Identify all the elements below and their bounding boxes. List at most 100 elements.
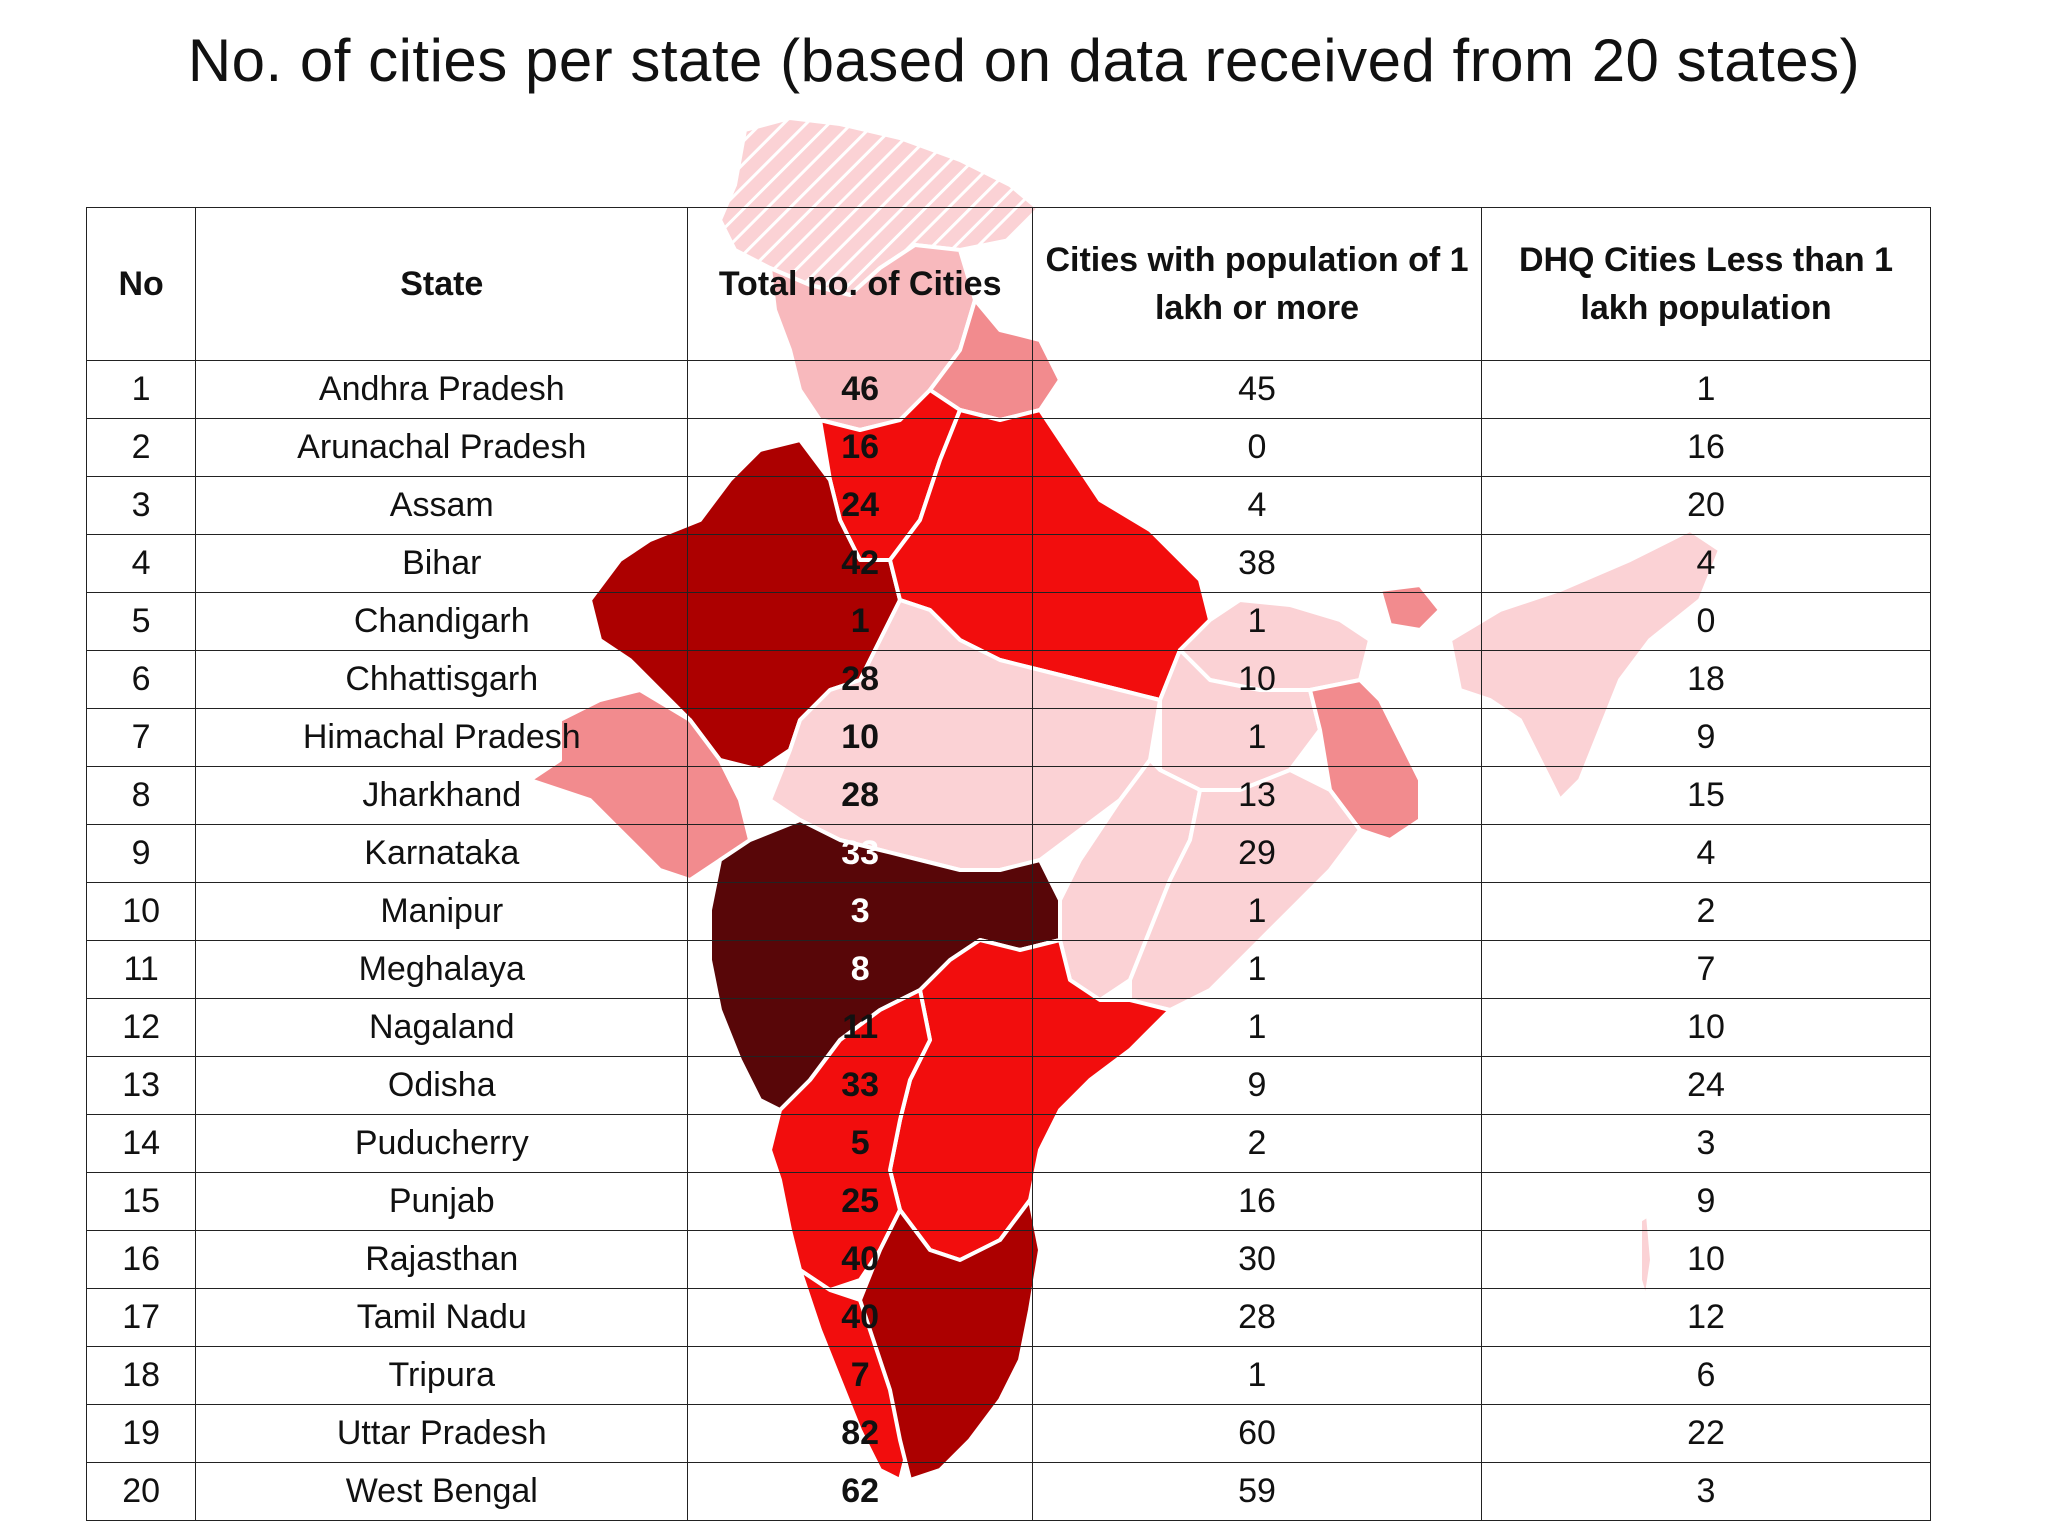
- cell-no: 8: [85, 766, 197, 825]
- table-row: 7 Himachal Pradesh 10 1 9: [85, 708, 1931, 767]
- table-row: 12 Nagaland 11 1 10: [85, 998, 1931, 1057]
- cell-total: 46: [687, 360, 1034, 419]
- cell-total: 40: [687, 1288, 1034, 1347]
- table-row: 16 Rajasthan 40 30 10: [85, 1230, 1931, 1289]
- cell-total: 28: [687, 650, 1034, 709]
- table-row: 19 Uttar Pradesh 82 60 22: [85, 1404, 1931, 1463]
- cell-pop-1lakh: 38: [1032, 534, 1482, 593]
- column-header-state: State: [195, 207, 689, 361]
- column-header-no: No: [85, 207, 197, 361]
- cell-pop-1lakh: 2: [1032, 1114, 1482, 1173]
- cell-pop-1lakh: 45: [1032, 360, 1482, 419]
- cell-dhq-less: 0: [1481, 592, 1931, 651]
- table-row: 20 West Bengal 62 59 3: [85, 1462, 1931, 1521]
- cell-dhq-less: 24: [1481, 1056, 1931, 1115]
- cell-state: Jharkhand: [195, 766, 689, 825]
- cell-pop-1lakh: 13: [1032, 766, 1482, 825]
- cell-pop-1lakh: 9: [1032, 1056, 1482, 1115]
- table-row: 10 Manipur 3 1 2: [85, 882, 1931, 941]
- table-row: 1 Andhra Pradesh 46 45 1: [85, 360, 1931, 419]
- cell-total: 11: [687, 998, 1034, 1057]
- table-row: 8 Jharkhand 28 13 15: [85, 766, 1931, 825]
- cell-total: 10: [687, 708, 1034, 767]
- cell-state: Meghalaya: [195, 940, 689, 999]
- cell-state: West Bengal: [195, 1462, 689, 1521]
- cell-state: Arunachal Pradesh: [195, 418, 689, 477]
- cell-dhq-less: 7: [1481, 940, 1931, 999]
- cell-total: 24: [687, 476, 1034, 535]
- cell-pop-1lakh: 0: [1032, 418, 1482, 477]
- cell-pop-1lakh: 30: [1032, 1230, 1482, 1289]
- slide-title: No. of cities per state (based on data r…: [187, 27, 1861, 94]
- cell-no: 20: [85, 1462, 197, 1521]
- cell-state: Andhra Pradesh: [195, 360, 689, 419]
- cell-dhq-less: 16: [1481, 418, 1931, 477]
- table-row: 11 Meghalaya 8 1 7: [85, 940, 1931, 999]
- cell-pop-1lakh: 59: [1032, 1462, 1482, 1521]
- cell-dhq-less: 1: [1481, 360, 1931, 419]
- cell-no: 11: [85, 940, 197, 999]
- table-row: 14 Puducherry 5 2 3: [85, 1114, 1931, 1173]
- cell-no: 12: [85, 998, 197, 1057]
- cell-pop-1lakh: 1: [1032, 708, 1482, 767]
- cell-pop-1lakh: 16: [1032, 1172, 1482, 1231]
- cell-no: 13: [85, 1056, 197, 1115]
- cell-total: 33: [687, 1056, 1034, 1115]
- cell-no: 7: [85, 708, 197, 767]
- cell-total: 40: [687, 1230, 1034, 1289]
- cell-state: Himachal Pradesh: [195, 708, 689, 767]
- cell-pop-1lakh: 1: [1032, 592, 1482, 651]
- cell-dhq-less: 3: [1481, 1462, 1931, 1521]
- cell-state: Assam: [195, 476, 689, 535]
- cell-total: 8: [687, 940, 1034, 999]
- cell-no: 6: [85, 650, 197, 709]
- cell-pop-1lakh: 1: [1032, 882, 1482, 941]
- table-row: 2 Arunachal Pradesh 16 0 16: [85, 418, 1931, 477]
- cell-no: 18: [85, 1346, 197, 1405]
- cell-state: Uttar Pradesh: [195, 1404, 689, 1463]
- table-row: 5 Chandigarh 1 1 0: [85, 592, 1931, 651]
- cell-pop-1lakh: 1: [1032, 998, 1482, 1057]
- cell-state: Punjab: [195, 1172, 689, 1231]
- table-header-row: No State Total no. of Cities Cities with…: [85, 207, 1931, 361]
- cell-no: 3: [85, 476, 197, 535]
- cell-dhq-less: 22: [1481, 1404, 1931, 1463]
- cities-per-state-table: No State Total no. of Cities Cities with…: [85, 207, 1931, 1521]
- cell-total: 7: [687, 1346, 1034, 1405]
- cell-no: 14: [85, 1114, 197, 1173]
- cell-dhq-less: 3: [1481, 1114, 1931, 1173]
- cell-pop-1lakh: 10: [1032, 650, 1482, 709]
- column-header-dhq-less: DHQ Cities Less than 1 lakh population: [1481, 207, 1931, 361]
- cell-no: 16: [85, 1230, 197, 1289]
- cell-no: 15: [85, 1172, 197, 1231]
- cell-pop-1lakh: 28: [1032, 1288, 1482, 1347]
- cell-total: 33: [687, 824, 1034, 883]
- table-row: 3 Assam 24 4 20: [85, 476, 1931, 535]
- cell-total: 82: [687, 1404, 1034, 1463]
- cell-total: 25: [687, 1172, 1034, 1231]
- cell-total: 16: [687, 418, 1034, 477]
- cell-state: Chhattisgarh: [195, 650, 689, 709]
- cell-total: 28: [687, 766, 1034, 825]
- cell-state: Tripura: [195, 1346, 689, 1405]
- cell-pop-1lakh: 60: [1032, 1404, 1482, 1463]
- column-header-total: Total no. of Cities: [687, 207, 1034, 361]
- cell-dhq-less: 2: [1481, 882, 1931, 941]
- table-row: 6 Chhattisgarh 28 10 18: [85, 650, 1931, 709]
- cell-no: 4: [85, 534, 197, 593]
- cell-total: 1: [687, 592, 1034, 651]
- cell-state: Rajasthan: [195, 1230, 689, 1289]
- cell-pop-1lakh: 4: [1032, 476, 1482, 535]
- cell-no: 1: [85, 360, 197, 419]
- cell-dhq-less: 10: [1481, 1230, 1931, 1289]
- table-row: 4 Bihar 42 38 4: [85, 534, 1931, 593]
- cell-no: 10: [85, 882, 197, 941]
- cell-total: 42: [687, 534, 1034, 593]
- cell-state: Chandigarh: [195, 592, 689, 651]
- cell-dhq-less: 4: [1481, 824, 1931, 883]
- table-row: 15 Punjab 25 16 9: [85, 1172, 1931, 1231]
- cell-dhq-less: 9: [1481, 1172, 1931, 1231]
- cell-no: 5: [85, 592, 197, 651]
- table-row: 13 Odisha 33 9 24: [85, 1056, 1931, 1115]
- cell-pop-1lakh: 1: [1032, 940, 1482, 999]
